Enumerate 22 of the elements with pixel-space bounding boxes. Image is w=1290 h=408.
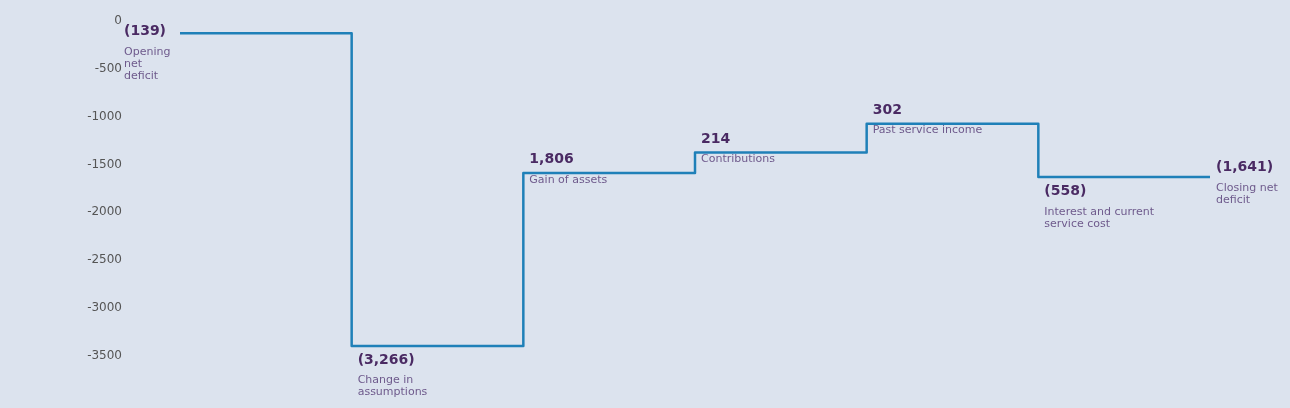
annotation: 214 <box>701 129 731 146</box>
y-tick-label: -2500 <box>87 252 122 267</box>
annotation: (139) <box>124 22 167 39</box>
y-tick-label: -1000 <box>87 108 122 123</box>
annotation: Past service income <box>872 123 983 137</box>
y-tick-label: 0 <box>114 13 122 27</box>
y-tick-label: -2000 <box>87 204 122 219</box>
annotation: 1,806 <box>529 150 574 167</box>
y-tick-label: -500 <box>94 60 122 75</box>
annotation: Contributions <box>701 152 776 166</box>
annotation: Gain of assets <box>529 172 608 186</box>
annotation: Interest and current service cost <box>1044 204 1155 230</box>
y-tick-label: -3000 <box>87 300 122 315</box>
annotation: Opening net deficit <box>124 44 171 82</box>
annotation: 302 <box>872 100 902 117</box>
text: Change in assumptions <box>357 373 428 399</box>
annotation: Closing net deficit <box>1216 180 1279 206</box>
y-tick-label: -1500 <box>87 156 122 171</box>
annotation: (1,641) <box>1216 158 1274 175</box>
annotation: (558) <box>1044 182 1087 199</box>
y-tick-label: -3500 <box>87 348 122 362</box>
annotation: (3,266) <box>357 350 415 367</box>
